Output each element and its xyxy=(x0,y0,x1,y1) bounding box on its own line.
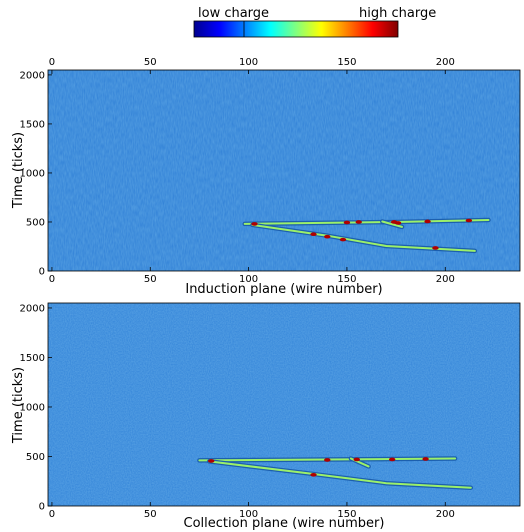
induction-x-ticks: 0 50 100 150 200 xyxy=(49,267,455,285)
induction-hit-2 xyxy=(324,234,331,239)
collection-x-label: Collection plane (wire number) xyxy=(184,516,385,531)
induction-y-tick-label-500: 500 xyxy=(26,217,45,228)
collection-y-tick-label-1500: 1500 xyxy=(20,353,45,364)
collection-hit-1 xyxy=(310,473,317,477)
collection-x-ticks: 0 50 100 150 200 xyxy=(49,502,455,520)
collection-y-tick-label-1000: 1000 xyxy=(20,402,45,413)
induction-x-label: Induction plane (wire number) xyxy=(185,282,382,297)
collection-panel: 0 50 100 150 200 0 500 1000 1500 2000 Collection… xyxy=(11,302,521,531)
collection-x-tick-label-100: 100 xyxy=(239,509,258,520)
induction-x-tick-label-200: 200 xyxy=(436,274,455,285)
induction-hit-9 xyxy=(432,246,439,250)
induction-hit-8 xyxy=(424,219,431,224)
induction-hit-10 xyxy=(465,218,473,223)
induction-x-top-tick-label-150: 150 xyxy=(337,57,356,68)
collection-track-1 xyxy=(208,460,472,489)
collection-noise xyxy=(48,303,520,506)
induction-hit-3 xyxy=(339,237,347,242)
colorbar-bar xyxy=(193,20,399,38)
induction-x-top-tick-label-100: 100 xyxy=(239,57,258,68)
induction-y-tick-label-1500: 1500 xyxy=(20,119,45,130)
induction-x-top-tick-label-200: 200 xyxy=(436,57,455,68)
collection-y-tick-label-0: 0 xyxy=(39,502,45,513)
induction-x-tick-label-150: 150 xyxy=(337,274,356,285)
induction-panel: 0 50 100 150 200 0 50 100 150 200 0 500 1000 1500 20… xyxy=(11,57,521,297)
induction-x-tick-label-50: 50 xyxy=(144,274,157,285)
induction-hit-0 xyxy=(251,222,258,226)
induction-frame xyxy=(47,69,521,272)
induction-y-tick-label-2000: 2000 xyxy=(20,70,45,81)
induction-y-label: Time (ticks) xyxy=(11,132,26,209)
induction-y-ticks: 0 500 1000 1500 2000 xyxy=(20,70,52,278)
induction-x-tick-label-100: 100 xyxy=(239,274,258,285)
collection-x-tick-label-0: 0 xyxy=(49,509,55,520)
induction-hit-7 xyxy=(394,221,402,225)
induction-hit-5 xyxy=(355,220,362,224)
collection-x-tick-label-50: 50 xyxy=(144,509,157,520)
induction-hit-1 xyxy=(310,232,317,237)
induction-x-top-tick-label-0: 0 xyxy=(49,57,55,68)
collection-y-label: Time (ticks) xyxy=(11,367,26,444)
induction-x-tick-label-0: 0 xyxy=(49,274,55,285)
induction-noise xyxy=(48,70,520,271)
induction-track-2 xyxy=(381,220,403,228)
collection-x-tick-label-150: 150 xyxy=(337,509,356,520)
induction-hits xyxy=(251,218,473,250)
collection-y-tick-label-2000: 2000 xyxy=(20,303,45,314)
collection-hit-5 xyxy=(422,457,429,461)
collection-y-ticks: 0 500 1000 1500 2000 xyxy=(20,303,52,513)
induction-hit-4 xyxy=(343,220,351,225)
colorbar: low charge high charge xyxy=(193,6,436,38)
collection-hit-3 xyxy=(353,457,360,462)
colorbar-low-label: low charge xyxy=(198,6,269,21)
collection-hit-2 xyxy=(324,458,331,462)
induction-y-tick-label-1000: 1000 xyxy=(20,168,45,179)
collection-hit-0 xyxy=(208,459,215,463)
collection-hits xyxy=(208,457,429,477)
induction-y-tick-label-0: 0 xyxy=(39,267,45,278)
induction-track-1 xyxy=(251,223,476,252)
induction-x-top-tick-label-50: 50 xyxy=(144,57,157,68)
colorbar-high-label: high charge xyxy=(359,6,436,21)
induction-x-ticks-top: 0 50 100 150 200 xyxy=(49,57,455,74)
collection-x-tick-label-200: 200 xyxy=(436,509,455,520)
collection-frame xyxy=(47,302,521,507)
collection-hit-4 xyxy=(388,457,396,462)
collection-y-tick-label-500: 500 xyxy=(26,452,45,463)
